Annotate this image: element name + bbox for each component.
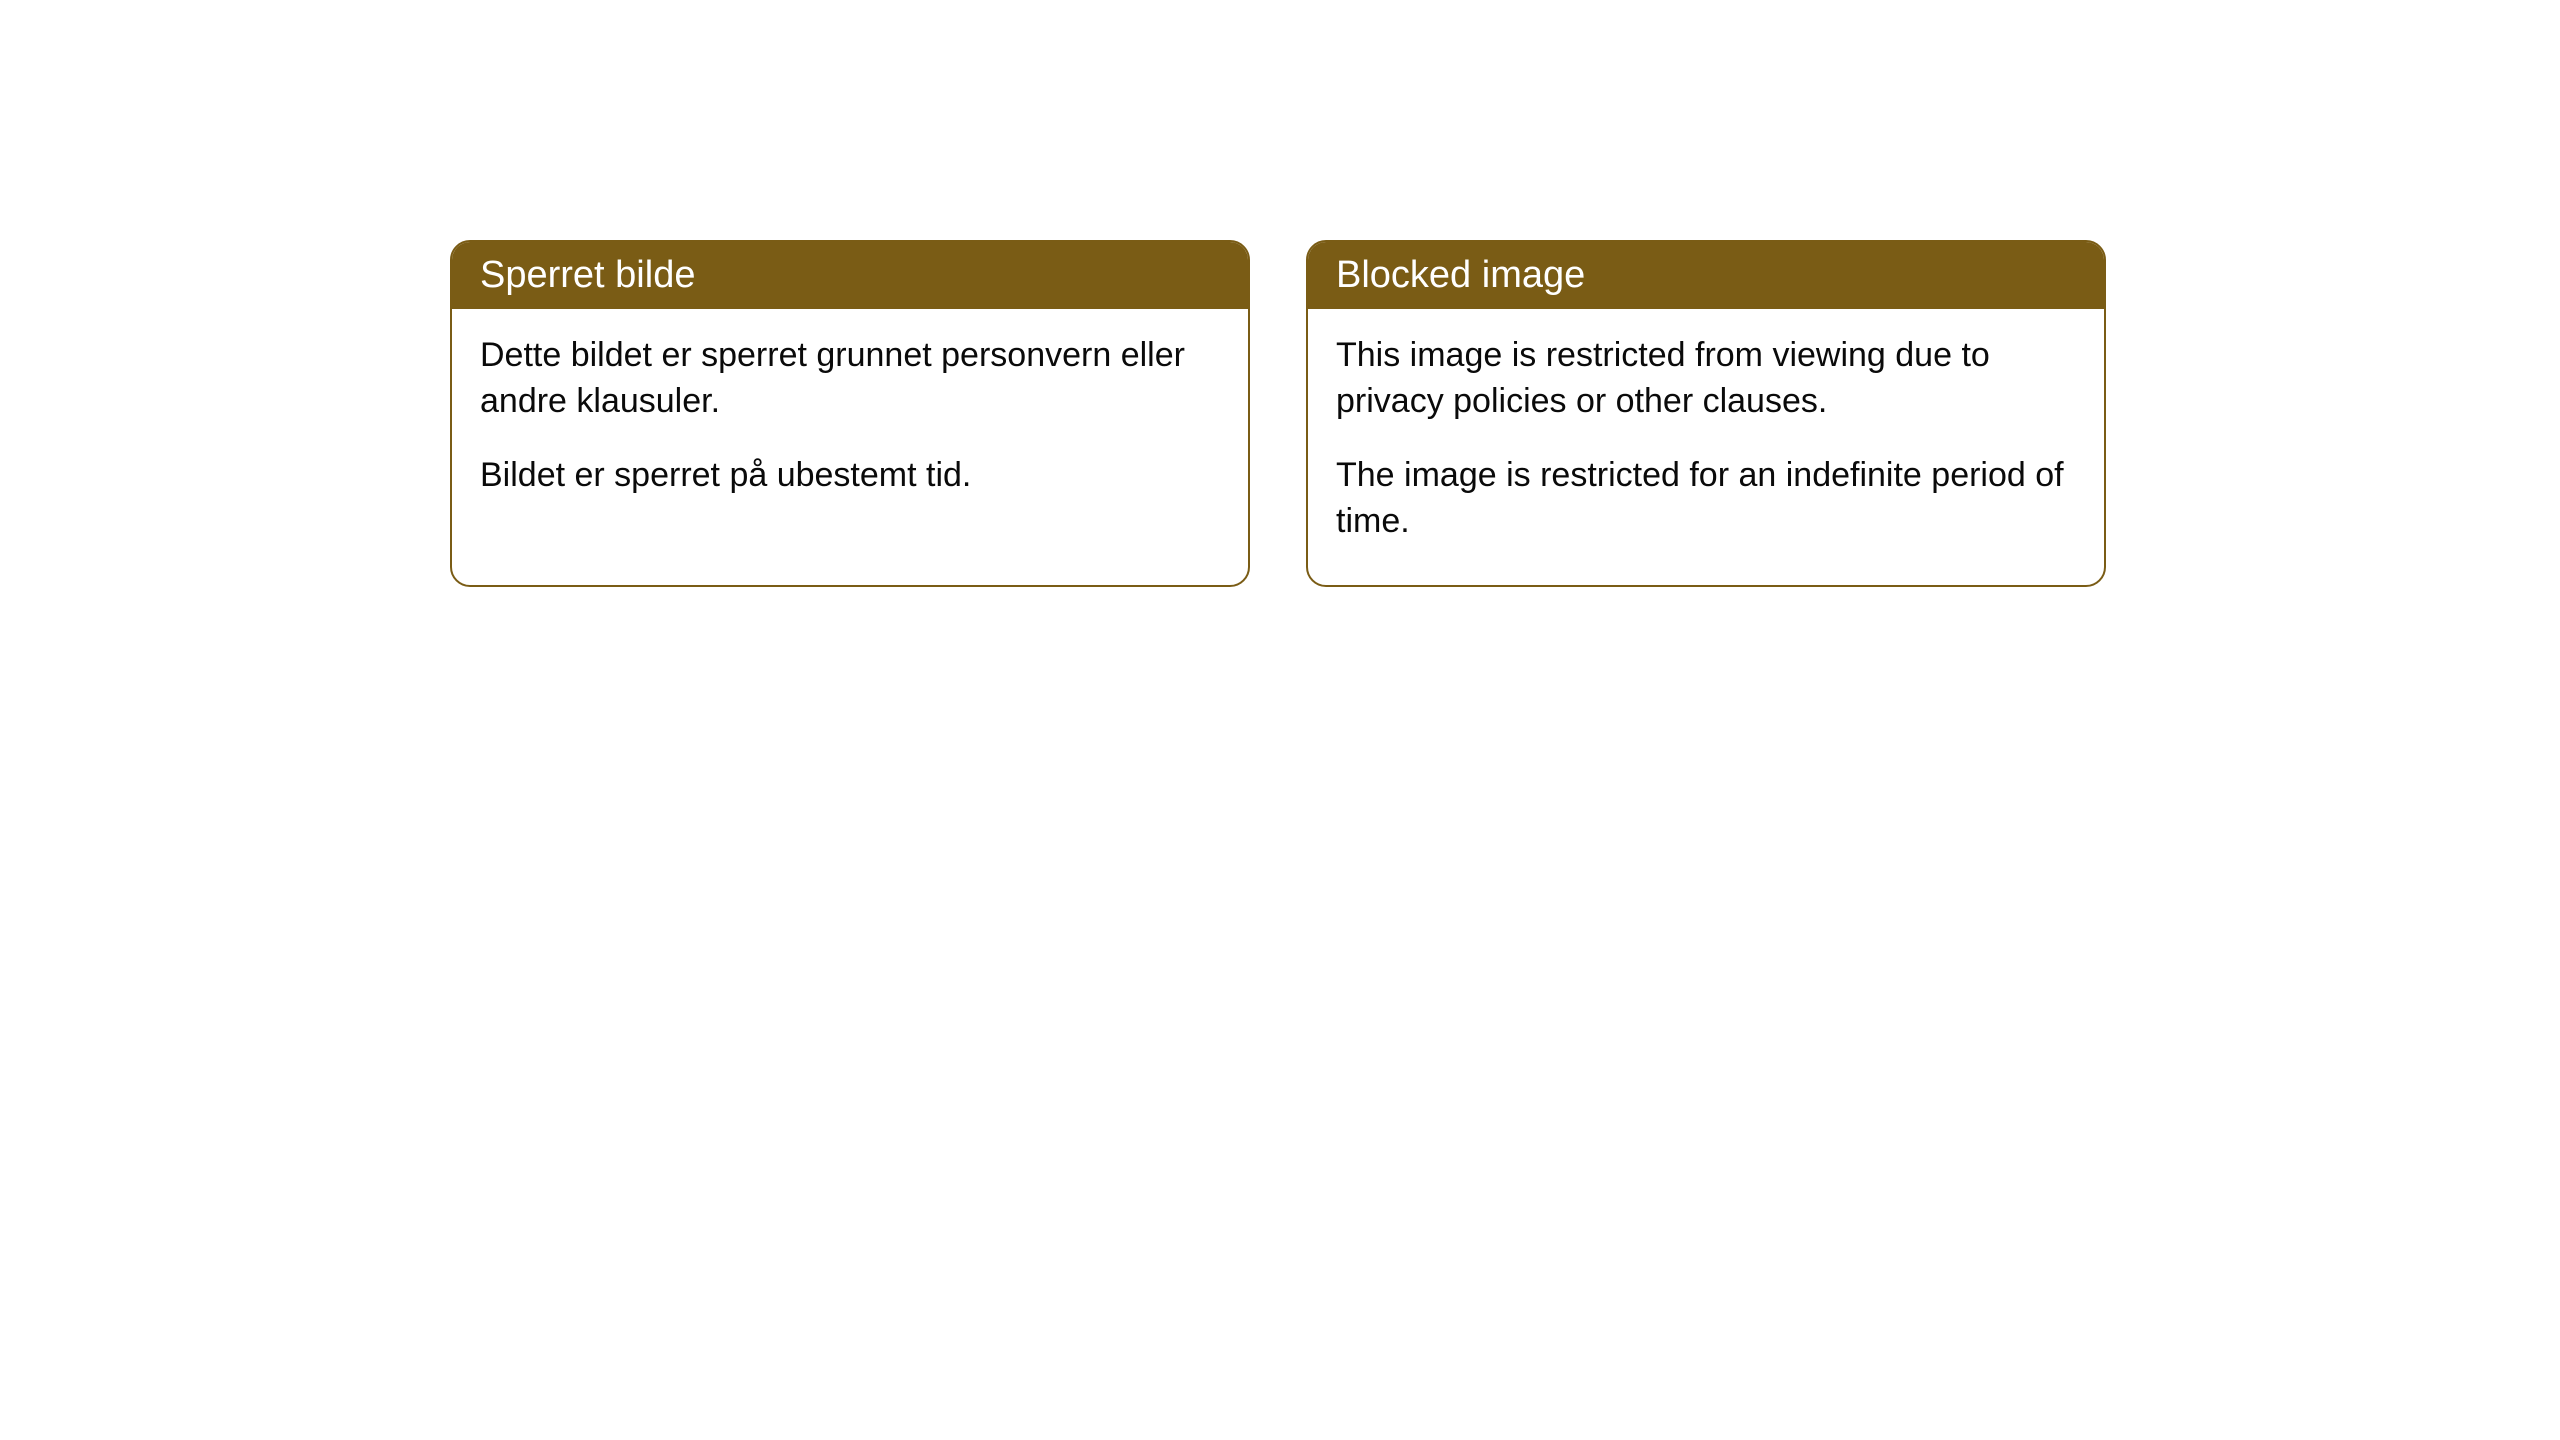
- card-title: Blocked image: [1336, 254, 1585, 296]
- card-paragraph-1: This image is restricted from viewing du…: [1336, 333, 2076, 425]
- card-header: Blocked image: [1308, 242, 2104, 309]
- card-paragraph-2: Bildet er sperret på ubestemt tid.: [480, 453, 1220, 499]
- cards-container: Sperret bilde Dette bildet er sperret gr…: [450, 240, 2106, 587]
- blocked-image-card-norwegian: Sperret bilde Dette bildet er sperret gr…: [450, 240, 1250, 587]
- blocked-image-card-english: Blocked image This image is restricted f…: [1306, 240, 2106, 587]
- card-body: This image is restricted from viewing du…: [1308, 309, 2104, 585]
- card-paragraph-2: The image is restricted for an indefinit…: [1336, 453, 2076, 545]
- card-body: Dette bildet er sperret grunnet personve…: [452, 309, 1248, 539]
- card-header: Sperret bilde: [452, 242, 1248, 309]
- card-title: Sperret bilde: [480, 254, 695, 296]
- card-paragraph-1: Dette bildet er sperret grunnet personve…: [480, 333, 1220, 425]
